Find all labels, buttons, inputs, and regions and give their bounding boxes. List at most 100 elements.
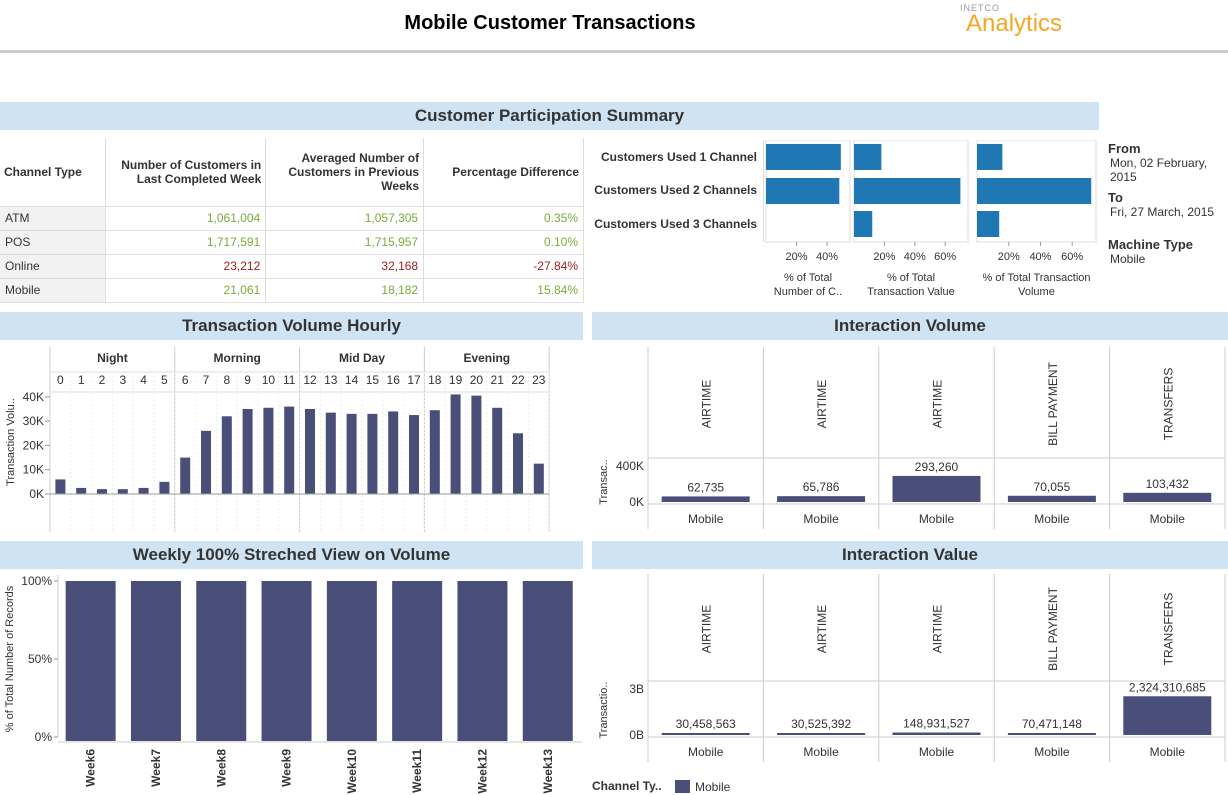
- hour-bar: [533, 463, 544, 494]
- week-label: Week7: [149, 749, 163, 787]
- hour-bar: [346, 413, 357, 494]
- week-bar: [522, 581, 573, 741]
- hour-bar: [325, 412, 336, 494]
- cell-channel: Mobile: [0, 278, 107, 303]
- hourly-section-title: Transaction Volume Hourly: [0, 312, 583, 340]
- column-header-diff: Percentage Difference: [423, 138, 584, 207]
- hour-bar: [388, 411, 399, 494]
- value-label: 65,786: [803, 480, 840, 494]
- cell-avg: 1,057,305: [265, 206, 425, 231]
- cell-channel: POS: [0, 230, 107, 255]
- table-row: ATM 1,061,004 1,057,305 0.35%: [0, 206, 584, 231]
- cell-last-week: 21,061: [105, 278, 267, 303]
- axis-tick-label: 40%: [904, 251, 926, 263]
- interaction-bar: [661, 733, 750, 735]
- axis-title: Volume: [1018, 286, 1055, 298]
- hour-label: 0: [57, 373, 64, 387]
- cell-channel: ATM: [0, 206, 107, 231]
- row-label-1-channel: Customers Used 1 Channel: [600, 150, 757, 164]
- y-tick-label: 50%: [28, 652, 52, 666]
- value-label: 148,931,527: [903, 717, 970, 731]
- participation-summary-table: Channel Type Number of Customers in Last…: [0, 138, 584, 303]
- hour-bar: [284, 406, 295, 494]
- hour-bar: [471, 395, 482, 494]
- y-tick-label: 20K: [23, 438, 44, 452]
- channel-bar: [977, 178, 1092, 204]
- table-row: POS 1,717,591 1,715,957 0.10%: [0, 230, 584, 255]
- axis-title: Transaction Value: [867, 286, 954, 298]
- channel-bar: [854, 144, 882, 170]
- hour-label: 13: [324, 373, 338, 387]
- hour-bar: [221, 416, 232, 494]
- category-label: BILL PAYMENT: [1046, 586, 1060, 670]
- category-label: TRANSFERS: [1161, 593, 1175, 666]
- legend-swatch[interactable]: [675, 780, 690, 793]
- hour-bar: [409, 415, 419, 494]
- column-header-last-week: Number of Customers in Last Completed We…: [105, 138, 267, 207]
- table-row: Mobile 21,061 18,182 15.84%: [0, 278, 584, 303]
- hour-label: 21: [491, 373, 505, 387]
- x-category-label: Mobile: [803, 512, 839, 526]
- y-tick-label: 0K: [29, 487, 44, 501]
- week-label: Week8: [214, 749, 228, 787]
- hour-label: 16: [387, 373, 401, 387]
- to-label: To: [1108, 190, 1123, 205]
- hour-label: 8: [223, 373, 230, 387]
- category-label: AIRTIME: [815, 380, 829, 428]
- header-divider: [0, 50, 1228, 53]
- category-label: AIRTIME: [700, 380, 714, 428]
- x-category-label: Mobile: [688, 745, 724, 759]
- cell-diff: 15.84%: [423, 278, 584, 303]
- cell-avg: 18,182: [265, 278, 425, 303]
- hour-label: 22: [511, 373, 525, 387]
- hour-label: 20: [470, 373, 484, 387]
- category-label: AIRTIME: [700, 605, 714, 653]
- row-label-3-channels: Customers Used 3 Channels: [594, 217, 757, 231]
- axis-tick-label: 40%: [1029, 251, 1051, 263]
- week-bar: [65, 581, 116, 741]
- hour-label: 18: [428, 373, 442, 387]
- axis-title: Number of C..: [774, 286, 842, 298]
- hour-label: 9: [244, 373, 251, 387]
- hour-label: 4: [140, 373, 147, 387]
- category-label: BILL PAYMENT: [1046, 361, 1060, 445]
- legend-item-mobile[interactable]: Mobile: [695, 780, 731, 794]
- hour-bar: [159, 481, 170, 494]
- week-bar: [261, 581, 312, 741]
- y-axis-title: % of Total Number of Records: [4, 585, 16, 732]
- y-axis-title: Transaction Volu..: [5, 398, 17, 486]
- analytics-logo: Analytics: [966, 10, 1063, 37]
- hour-label: 1: [78, 373, 85, 387]
- weekly-volume-chart: 100% 50% 0% % of Total Number of Records Wee…: [4, 574, 582, 793]
- table-row: Online 23,212 32,168 -27.84%: [0, 254, 584, 279]
- hourly-volume-chart: Night Morning Mid Day Evening 40K 30K 20K 10K 0K…: [5, 347, 550, 532]
- hour-bar: [450, 394, 461, 494]
- summary-section-title: Customer Participation Summary: [0, 102, 1099, 130]
- time-group-label: Evening: [463, 351, 510, 365]
- hour-bar: [97, 489, 107, 494]
- y-tick-label: 0K: [629, 495, 644, 509]
- channel-bar: [854, 211, 873, 237]
- interaction-volume-section-title: Interaction Volume: [592, 312, 1228, 340]
- x-category-label: Mobile: [803, 745, 839, 759]
- x-category-label: Mobile: [1034, 512, 1070, 526]
- hour-bar: [367, 413, 378, 494]
- week-label: Week6: [84, 749, 98, 787]
- cell-diff: -27.84%: [423, 254, 584, 279]
- interaction-bar: [1123, 696, 1212, 735]
- hour-label: 6: [182, 373, 189, 387]
- machine-type-label: Machine Type: [1108, 237, 1194, 252]
- hour-bar: [429, 410, 440, 494]
- hour-label: 19: [449, 373, 463, 387]
- axis-tick-label: 60%: [1061, 251, 1083, 263]
- week-bar: [457, 581, 508, 741]
- hour-label: 5: [161, 373, 168, 387]
- interaction-bar: [661, 496, 750, 502]
- legend-title: Channel Ty..: [592, 779, 662, 793]
- from-label: From: [1108, 141, 1141, 156]
- page-title: Mobile Customer Transactions: [404, 12, 696, 34]
- x-category-label: Mobile: [919, 745, 955, 759]
- y-tick-label: 0B: [629, 728, 644, 742]
- channel-bar: [977, 211, 1000, 237]
- logo-small-text: INETCO: [960, 3, 1001, 13]
